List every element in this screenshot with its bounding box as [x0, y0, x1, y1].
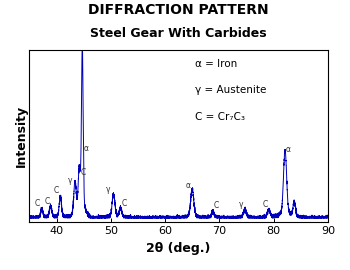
X-axis label: 2θ (deg.): 2θ (deg.) — [147, 242, 211, 255]
Text: C: C — [80, 168, 86, 177]
Text: C: C — [122, 198, 127, 208]
Text: C: C — [54, 186, 59, 195]
Text: C = Cr₇C₃: C = Cr₇C₃ — [195, 112, 245, 122]
Text: γ: γ — [68, 176, 73, 185]
Y-axis label: Intensity: Intensity — [15, 105, 28, 167]
Text: γ = Austenite: γ = Austenite — [195, 85, 266, 95]
Text: α = Iron: α = Iron — [195, 59, 237, 69]
Text: C: C — [214, 201, 219, 210]
Text: C: C — [262, 200, 268, 209]
Text: DIFFRACTION PATTERN: DIFFRACTION PATTERN — [88, 3, 269, 17]
Text: γ: γ — [106, 185, 111, 194]
Text: C: C — [44, 197, 49, 206]
Text: α: α — [186, 181, 190, 190]
Text: α: α — [84, 144, 89, 153]
Text: α: α — [285, 145, 290, 154]
Text: γ: γ — [239, 200, 243, 209]
Text: Steel Gear With Carbides: Steel Gear With Carbides — [90, 27, 267, 40]
Text: C: C — [35, 199, 40, 208]
